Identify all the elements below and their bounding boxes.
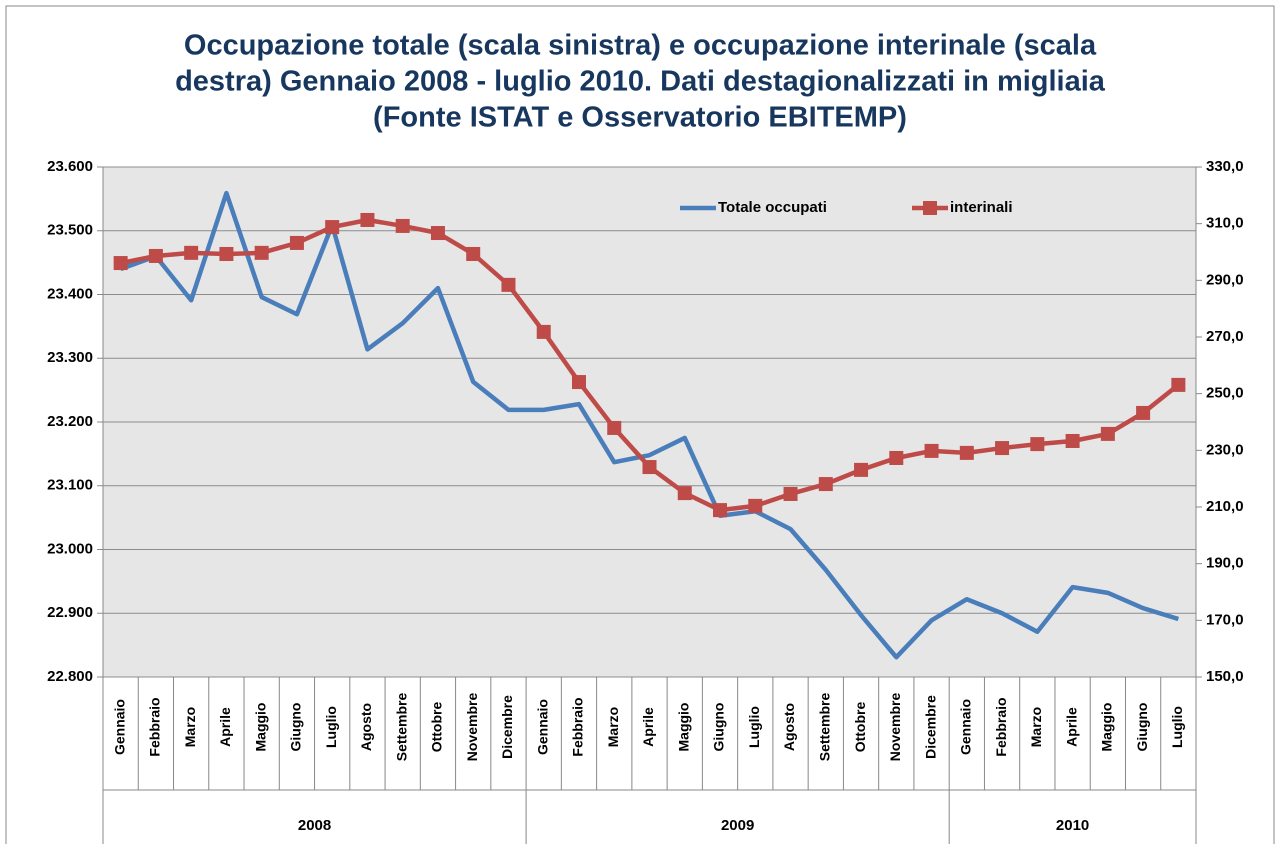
x-tick-label: Aprile — [1063, 707, 1079, 747]
x-tick-label: Agosto — [781, 703, 797, 751]
x-tick-label: Marzo — [182, 707, 198, 747]
x-tick-label: Maggio — [252, 703, 268, 752]
y2-tick-label: 290,0 — [1206, 271, 1244, 288]
marker — [148, 248, 163, 263]
series-line — [119, 190, 1180, 660]
x-tick-label: Dicembre — [922, 695, 938, 759]
group-label: 2009 — [721, 817, 754, 834]
x-tick-label: Febbraio — [570, 697, 586, 756]
x-tick-label: Novembre — [464, 693, 480, 762]
marker — [889, 450, 904, 465]
marker — [219, 246, 234, 261]
y2-tick-label: 330,0 — [1206, 158, 1244, 175]
y2-tick-label: 190,0 — [1206, 555, 1244, 572]
x-tick-label: Giugno — [711, 703, 727, 752]
marker — [184, 245, 199, 260]
marker — [748, 498, 763, 513]
chart-title: Occupazione totale (scala sinistra) e oc… — [184, 30, 1097, 62]
y-tick-label: 23.200 — [47, 413, 93, 430]
x-tick-label: Novembre — [887, 693, 903, 762]
group-label: 2008 — [298, 817, 331, 834]
x-tick-label: Luglio — [323, 706, 339, 748]
x-tick-label: Gennaio — [958, 699, 974, 755]
x-tick-label: Febbraio — [993, 697, 1009, 756]
x-tick-label: Maggio — [675, 703, 691, 752]
y-tick-label: 22.900 — [47, 604, 93, 621]
x-tick-label: Luglio — [1169, 706, 1185, 748]
y2-tick-label: 210,0 — [1206, 498, 1244, 515]
marker — [1100, 426, 1115, 441]
x-tick-label: Ottobre — [429, 702, 445, 753]
marker — [959, 445, 974, 460]
y-tick-label: 23.300 — [47, 349, 93, 366]
marker — [395, 218, 410, 233]
y-tick-label: 23.100 — [47, 477, 93, 494]
x-tick-label: Agosto — [358, 703, 374, 751]
x-tick-label: Gennaio — [111, 699, 127, 755]
x-tick-label: Dicembre — [499, 695, 515, 759]
marker — [1136, 405, 1151, 420]
y-tick-label: 23.600 — [47, 158, 93, 175]
marker — [1171, 377, 1186, 392]
marker — [501, 277, 516, 292]
chart-title: destra) Gennaio 2008 - luglio 2010. Dati… — [175, 66, 1106, 98]
marker — [1030, 437, 1045, 452]
marker — [430, 226, 445, 241]
x-tick-label: Aprile — [217, 707, 233, 747]
y2-tick-label: 310,0 — [1206, 215, 1244, 232]
y2-tick-label: 250,0 — [1206, 385, 1244, 402]
y2-tick-label: 230,0 — [1206, 441, 1244, 458]
x-tick-label: Febbraio — [147, 697, 163, 756]
marker — [360, 212, 375, 227]
x-tick-label: Aprile — [640, 707, 656, 747]
marker — [1065, 433, 1080, 448]
marker — [783, 486, 798, 501]
x-tick-label: Luglio — [746, 706, 762, 748]
marker — [536, 324, 551, 339]
marker — [818, 477, 833, 492]
x-tick-label: Marzo — [605, 707, 621, 747]
marker — [677, 486, 692, 501]
x-tick-label: Settembre — [816, 693, 832, 762]
y2-tick-label: 150,0 — [1206, 668, 1244, 685]
x-tick-label: Ottobre — [852, 702, 868, 753]
marker — [713, 503, 728, 518]
x-tick-label: Marzo — [1028, 707, 1044, 747]
x-tick-label: Maggio — [1099, 703, 1115, 752]
marker — [854, 462, 869, 477]
marker — [571, 375, 586, 390]
chart-title: (Fonte ISTAT e Osservatorio EBITEMP) — [373, 102, 907, 134]
y-tick-label: 23.000 — [47, 540, 93, 557]
y2-tick-label: 170,0 — [1206, 611, 1244, 628]
legend-label: Totale occupati — [718, 199, 827, 216]
marker — [254, 245, 269, 260]
group-label: 2010 — [1056, 817, 1089, 834]
marker — [466, 246, 481, 261]
marker — [325, 220, 340, 235]
x-tick-label: Giugno — [288, 703, 304, 752]
marker — [924, 443, 939, 458]
y-tick-label: 23.500 — [47, 222, 93, 239]
y-tick-label: 23.400 — [47, 285, 93, 302]
x-tick-label: Gennaio — [534, 699, 550, 755]
legend-label: interinali — [950, 199, 1013, 216]
marker — [113, 256, 128, 271]
y2-tick-label: 270,0 — [1206, 328, 1244, 345]
marker — [607, 420, 622, 435]
x-tick-label: Giugno — [1134, 703, 1150, 752]
marker — [289, 235, 304, 250]
y-tick-label: 22.800 — [47, 668, 93, 685]
marker — [642, 460, 657, 475]
marker — [995, 441, 1010, 456]
x-tick-label: Settembre — [393, 693, 409, 762]
legend-marker — [923, 201, 937, 215]
